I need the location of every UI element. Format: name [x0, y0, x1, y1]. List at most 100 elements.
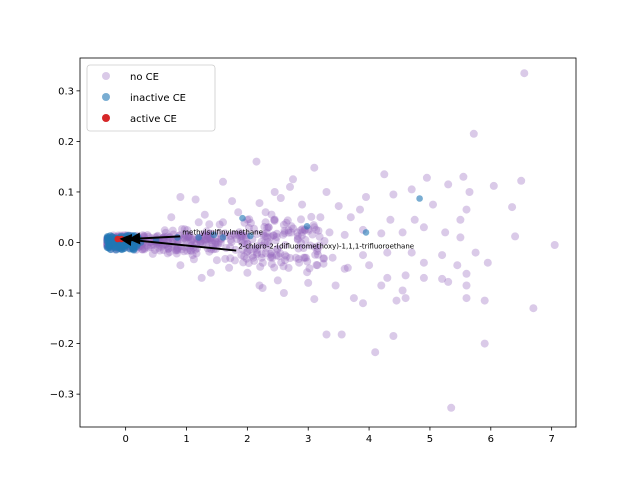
annotation-arrow	[119, 233, 237, 252]
data-point	[277, 258, 286, 267]
x-tick-label: 1	[183, 434, 189, 445]
data-point	[253, 248, 262, 257]
data-point	[294, 244, 303, 253]
data-point	[104, 234, 111, 241]
data-point	[259, 230, 268, 239]
data-point	[259, 231, 268, 240]
data-point	[273, 245, 282, 254]
data-point	[401, 271, 410, 280]
data-point	[227, 238, 236, 246]
data-point	[389, 190, 398, 199]
data-point	[276, 194, 285, 202]
x-tick-label: 0	[122, 434, 128, 445]
data-point	[271, 236, 280, 245]
data-point	[154, 243, 163, 252]
data-point	[337, 330, 346, 339]
data-point	[178, 245, 187, 254]
data-point	[173, 245, 182, 254]
data-point	[377, 229, 386, 238]
data-point	[480, 339, 489, 348]
data-point	[159, 246, 168, 255]
data-point	[272, 229, 281, 238]
data-point	[181, 235, 190, 244]
data-point	[267, 259, 276, 268]
data-point	[280, 229, 289, 237]
data-point	[447, 403, 456, 412]
data-point	[407, 248, 416, 257]
data-point	[245, 215, 254, 224]
data-point	[205, 247, 214, 256]
data-point	[293, 232, 302, 241]
data-point	[294, 255, 303, 263]
data-point	[244, 223, 253, 232]
data-point	[315, 241, 324, 250]
data-point	[198, 239, 207, 248]
data-point	[346, 213, 355, 222]
data-point	[270, 263, 279, 272]
y-axis: −0.3 −0.2 −0.1 0.0 0.1 0.2 0.3	[50, 86, 80, 401]
data-point	[253, 230, 262, 238]
data-point	[304, 278, 313, 287]
data-point	[255, 199, 264, 208]
data-point	[310, 243, 319, 252]
data-point	[313, 244, 322, 253]
data-point	[212, 256, 221, 265]
data-point	[245, 245, 254, 254]
y-tick-label: 0.1	[58, 187, 74, 198]
data-point	[279, 289, 288, 297]
data-point	[226, 231, 235, 240]
data-point	[419, 273, 428, 282]
y-tick-label: 0.0	[58, 238, 74, 249]
data-point	[334, 202, 343, 211]
data-point	[269, 231, 278, 240]
data-point	[105, 243, 113, 250]
data-point	[243, 239, 252, 248]
data-point	[299, 244, 308, 252]
data-point	[422, 173, 431, 182]
data-point	[281, 256, 289, 265]
data-point	[250, 256, 259, 265]
data-point	[279, 230, 288, 239]
data-point	[517, 176, 526, 185]
data-point	[297, 215, 305, 224]
data-point	[309, 221, 318, 230]
data-point	[295, 258, 304, 267]
data-point	[529, 304, 538, 313]
data-point	[456, 215, 465, 224]
annotation-label: methylsulfinylmethane	[182, 228, 263, 236]
data-point	[264, 237, 272, 246]
data-point	[328, 253, 337, 262]
data-point	[419, 258, 428, 267]
data-point	[165, 248, 174, 256]
data-point	[289, 224, 298, 233]
data-point	[272, 251, 281, 260]
data-point	[260, 238, 269, 247]
data-point	[140, 245, 149, 254]
data-point	[185, 230, 194, 239]
data-point	[203, 231, 212, 240]
x-tick-label: 2	[244, 434, 250, 445]
data-point	[161, 228, 170, 237]
data-point	[190, 238, 199, 247]
data-point	[191, 195, 200, 204]
data-point	[200, 210, 209, 219]
data-point	[125, 241, 132, 248]
x-tick-label: 5	[427, 434, 433, 445]
data-point	[172, 249, 181, 258]
data-point	[148, 249, 157, 258]
data-point	[306, 241, 315, 250]
data-point	[284, 226, 293, 235]
data-point	[204, 236, 213, 245]
data-point	[150, 246, 159, 254]
legend-label: inactive CE	[130, 93, 186, 104]
data-point	[264, 223, 273, 232]
data-point	[185, 232, 194, 241]
data-point	[313, 247, 322, 256]
data-point	[180, 233, 189, 242]
data-point	[230, 256, 239, 265]
data-point	[459, 172, 468, 181]
data-point	[398, 228, 407, 237]
data-point	[225, 263, 234, 272]
data-point	[462, 269, 471, 278]
data-point	[303, 223, 311, 230]
